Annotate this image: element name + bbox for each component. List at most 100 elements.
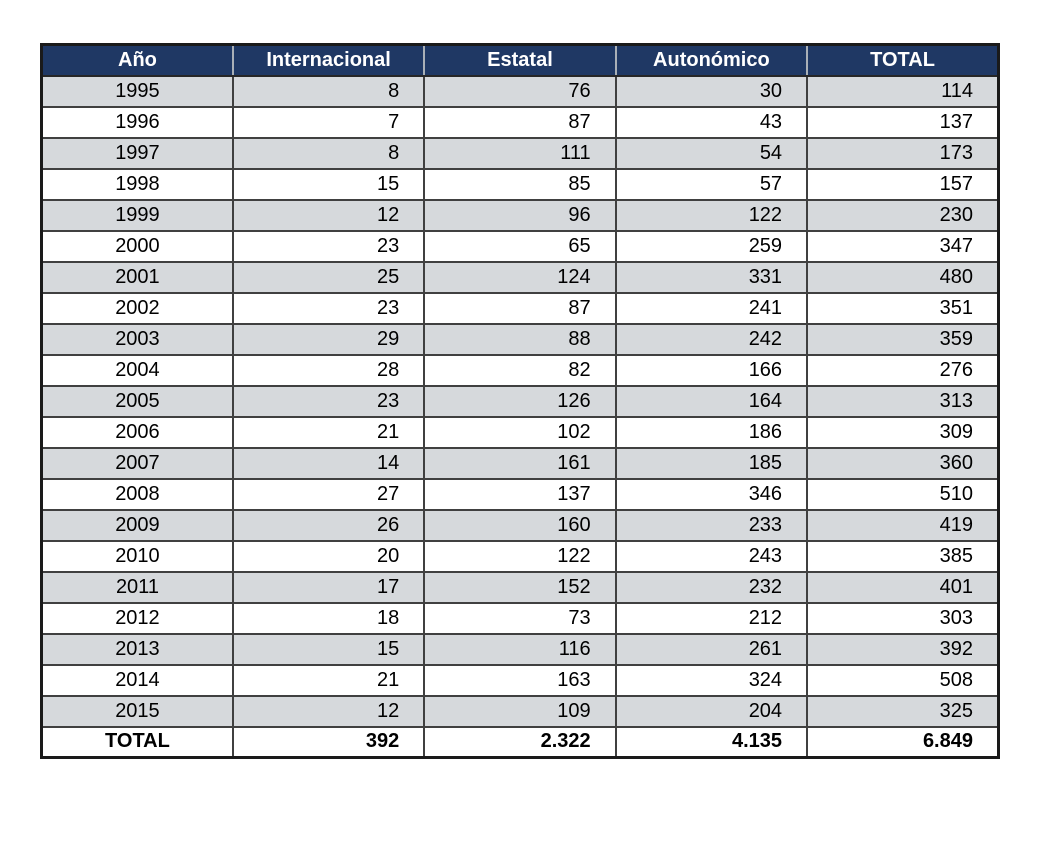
cell-year: 1997 bbox=[40, 136, 234, 170]
cell-autonomico: 259 bbox=[614, 229, 809, 263]
cell-autonomico: 346 bbox=[614, 477, 809, 511]
cell-autonomico: 54 bbox=[614, 136, 809, 170]
cell-autonomico: 164 bbox=[614, 384, 809, 418]
cell-estatal: 137 bbox=[423, 477, 617, 511]
cell-total: 351 bbox=[806, 291, 1000, 325]
cell-year: 2012 bbox=[40, 601, 234, 635]
header-cell-estatal: Estatal bbox=[423, 43, 617, 77]
cell-autonomico: 212 bbox=[614, 601, 809, 635]
table-row: 2010 20 122 243 385 bbox=[40, 539, 1000, 573]
table-row: 2007 14 161 185 360 bbox=[40, 446, 1000, 480]
total-cell-internacional: 392 bbox=[231, 725, 426, 759]
table-header: Año Internacional Estatal Autonómico TOTAL bbox=[40, 43, 1000, 77]
cell-estatal: 82 bbox=[423, 353, 617, 387]
cell-estatal: 152 bbox=[423, 570, 617, 604]
cell-estatal: 111 bbox=[423, 136, 617, 170]
total-cell-autonomico: 4.135 bbox=[614, 725, 809, 759]
header-cell-year: Año bbox=[40, 43, 234, 77]
cell-autonomico: 261 bbox=[614, 632, 809, 666]
cell-estatal: 161 bbox=[423, 446, 617, 480]
cell-autonomico: 43 bbox=[614, 105, 809, 139]
cell-year: 2007 bbox=[40, 446, 234, 480]
cell-internacional: 20 bbox=[231, 539, 426, 573]
header-cell-autonomico: Autonómico bbox=[614, 43, 809, 77]
cell-autonomico: 204 bbox=[614, 694, 809, 728]
cell-estatal: 65 bbox=[423, 229, 617, 263]
total-cell-year: TOTAL bbox=[40, 725, 234, 759]
cell-year: 2009 bbox=[40, 508, 234, 542]
cell-total: 157 bbox=[806, 167, 1000, 201]
cell-internacional: 28 bbox=[231, 353, 426, 387]
cell-internacional: 12 bbox=[231, 694, 426, 728]
cell-estatal: 122 bbox=[423, 539, 617, 573]
cell-internacional: 29 bbox=[231, 322, 426, 356]
cell-total: 313 bbox=[806, 384, 1000, 418]
header-row: Año Internacional Estatal Autonómico TOTAL bbox=[40, 43, 1000, 77]
cell-internacional: 23 bbox=[231, 291, 426, 325]
cell-year: 2003 bbox=[40, 322, 234, 356]
table-row: 2011 17 152 232 401 bbox=[40, 570, 1000, 604]
cell-total: 359 bbox=[806, 322, 1000, 356]
cell-total: 173 bbox=[806, 136, 1000, 170]
table-row: 1996 7 87 43 137 bbox=[40, 105, 1000, 139]
cell-autonomico: 30 bbox=[614, 74, 809, 108]
cell-total: 508 bbox=[806, 663, 1000, 697]
cell-total: 510 bbox=[806, 477, 1000, 511]
cell-estatal: 88 bbox=[423, 322, 617, 356]
cell-autonomico: 243 bbox=[614, 539, 809, 573]
table-row: 1998 15 85 57 157 bbox=[40, 167, 1000, 201]
cell-total: 360 bbox=[806, 446, 1000, 480]
cell-year: 2004 bbox=[40, 353, 234, 387]
table-row: 2001 25 124 331 480 bbox=[40, 260, 1000, 294]
total-cell-estatal: 2.322 bbox=[423, 725, 617, 759]
cell-estatal: 163 bbox=[423, 663, 617, 697]
cell-year: 2015 bbox=[40, 694, 234, 728]
table-row: 1997 8 111 54 173 bbox=[40, 136, 1000, 170]
cell-estatal: 87 bbox=[423, 291, 617, 325]
cell-internacional: 8 bbox=[231, 74, 426, 108]
cell-total: 137 bbox=[806, 105, 1000, 139]
cell-total: 309 bbox=[806, 415, 1000, 449]
cell-year: 2006 bbox=[40, 415, 234, 449]
cell-year: 2002 bbox=[40, 291, 234, 325]
cell-year: 1998 bbox=[40, 167, 234, 201]
table-row: 2000 23 65 259 347 bbox=[40, 229, 1000, 263]
cell-internacional: 8 bbox=[231, 136, 426, 170]
cell-internacional: 21 bbox=[231, 415, 426, 449]
cell-autonomico: 233 bbox=[614, 508, 809, 542]
cell-total: 385 bbox=[806, 539, 1000, 573]
cell-autonomico: 232 bbox=[614, 570, 809, 604]
cell-internacional: 12 bbox=[231, 198, 426, 232]
cell-estatal: 73 bbox=[423, 601, 617, 635]
cell-year: 1995 bbox=[40, 74, 234, 108]
cell-internacional: 14 bbox=[231, 446, 426, 480]
table-row: 1999 12 96 122 230 bbox=[40, 198, 1000, 232]
cell-total: 419 bbox=[806, 508, 1000, 542]
cell-autonomico: 241 bbox=[614, 291, 809, 325]
cell-year: 1996 bbox=[40, 105, 234, 139]
cell-estatal: 124 bbox=[423, 260, 617, 294]
table-row: 2005 23 126 164 313 bbox=[40, 384, 1000, 418]
table-body: 1995 8 76 30 114 1996 7 87 43 137 1997 8 111 54 173 199… bbox=[40, 74, 1000, 728]
cell-autonomico: 185 bbox=[614, 446, 809, 480]
cell-autonomico: 57 bbox=[614, 167, 809, 201]
cell-autonomico: 122 bbox=[614, 198, 809, 232]
cell-total: 347 bbox=[806, 229, 1000, 263]
cell-year: 2000 bbox=[40, 229, 234, 263]
table-row: 2003 29 88 242 359 bbox=[40, 322, 1000, 356]
cell-year: 2013 bbox=[40, 632, 234, 666]
cell-autonomico: 331 bbox=[614, 260, 809, 294]
cell-internacional: 23 bbox=[231, 229, 426, 263]
cell-internacional: 23 bbox=[231, 384, 426, 418]
cell-internacional: 7 bbox=[231, 105, 426, 139]
header-cell-internacional: Internacional bbox=[231, 43, 426, 77]
cell-total: 114 bbox=[806, 74, 1000, 108]
cell-estatal: 102 bbox=[423, 415, 617, 449]
data-table: Año Internacional Estatal Autonómico TOTAL 1… bbox=[40, 43, 1000, 759]
cell-year: 2008 bbox=[40, 477, 234, 511]
cell-year: 2001 bbox=[40, 260, 234, 294]
cell-estatal: 109 bbox=[423, 694, 617, 728]
cell-year: 2014 bbox=[40, 663, 234, 697]
cell-autonomico: 242 bbox=[614, 322, 809, 356]
